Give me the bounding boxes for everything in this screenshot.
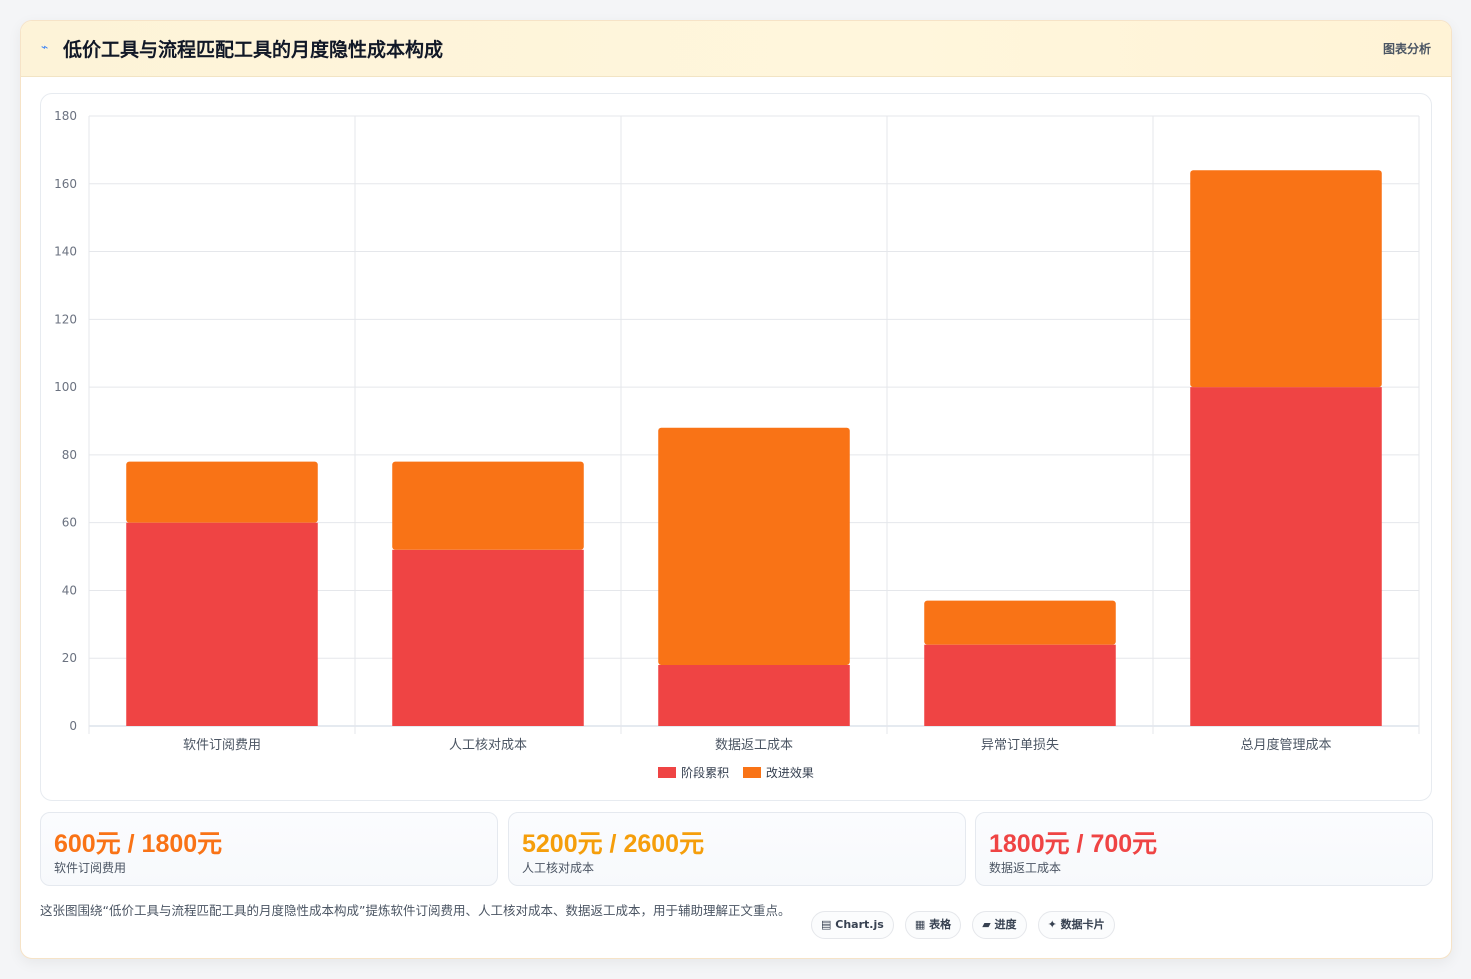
y-tick-label: 100 (54, 380, 77, 394)
legend-swatch (742, 767, 761, 778)
y-tick-label: 160 (54, 177, 77, 191)
stat-label: 数据返工成本 (989, 861, 1062, 875)
stat-value: 5200元 / 2600元 (522, 830, 705, 858)
bar-segment-阶段累积 (924, 644, 1116, 726)
bar-segment-改进效果 (392, 461, 584, 550)
stat-card-rework: 1800元 / 700元 数据返工成本 (975, 812, 1433, 886)
x-tick-label: 软件订阅费用 (183, 738, 261, 753)
stat-value: 600元 / 1800元 (54, 830, 223, 858)
chart-title: 低价工具与流程匹配工具的月度隐性成本构成 (63, 39, 444, 61)
stat-value: 1800元 / 700元 (989, 830, 1158, 858)
y-tick-label: 140 (54, 245, 77, 259)
x-tick-label: 总月度管理成本 (1240, 737, 1331, 753)
header-tag: 图表分析 (1382, 42, 1431, 56)
progress-icon: ▰ (982, 918, 991, 931)
chart-icon: ⌁ (41, 40, 49, 54)
x-tick-label: 异常订单损失 (981, 738, 1059, 753)
chip-progress[interactable]: ▰ 进度 (972, 911, 1027, 939)
sparkle-icon: ✦ (1047, 918, 1057, 931)
y-tick-label: 80 (62, 448, 77, 462)
stacked-bar-chart: 0 20 40 60 80 100 120 140 160 180 软件订阅费用 人工核对成本 数据返工… (54, 109, 1420, 753)
chip-label: Chart.js (835, 918, 884, 931)
chip-chartjs[interactable]: ▤ Chart.js (811, 911, 894, 939)
legend-item-series-0[interactable]: 阶段累积 (658, 764, 729, 781)
legend-label: 改进效果 (765, 766, 814, 780)
x-tick-label: 人工核对成本 (449, 738, 527, 753)
table-icon: ▦ (914, 918, 926, 931)
y-tick-label: 20 (62, 651, 77, 665)
stat-label: 人工核对成本 (522, 861, 595, 875)
bar-segment-阶段累积 (126, 522, 318, 726)
bar-segment-改进效果 (658, 427, 850, 665)
chart-icon: ▤ (821, 918, 832, 931)
stat-label: 软件订阅费用 (54, 861, 127, 875)
legend-label: 阶段累积 (681, 766, 730, 780)
chip-label: 表格 (929, 918, 952, 931)
legend-swatch (658, 767, 677, 778)
bar-segment-阶段累积 (1190, 387, 1382, 726)
stat-card-software: 600元 / 1800元 软件订阅费用 (40, 812, 498, 886)
card-header: ⌁ 低价工具与流程匹配工具的月度隐性成本构成 图表分析 (21, 21, 1451, 77)
bar-segment-改进效果 (1190, 170, 1382, 388)
bar-segment-改进效果 (924, 600, 1116, 645)
chart-legend: 阶段累积 改进效果 (41, 764, 1431, 781)
bar-segment-阶段累积 (658, 665, 850, 726)
chart-area: 0 20 40 60 80 100 120 140 160 180 软件订阅费用 人工核对成本 数据返工… (40, 93, 1432, 801)
y-tick-label: 40 (62, 583, 77, 597)
stat-card-manual: 5200元 / 2600元 人工核对成本 (508, 812, 966, 886)
y-tick-label: 120 (54, 312, 77, 326)
y-tick-label: 60 (62, 516, 77, 530)
chart-footnote: 这张图围绕“低价工具与流程匹配工具的月度隐性成本构成”提炼软件订阅费用、人工核对… (40, 903, 791, 918)
chip-label: 进度 (994, 918, 1017, 931)
bar-segment-改进效果 (126, 461, 318, 523)
y-tick-label: 0 (69, 719, 77, 733)
chip-label: 数据卡片 (1060, 918, 1105, 931)
x-tick-label: 数据返工成本 (715, 738, 793, 753)
tech-chips: ▤ Chart.js ▦ 表格 ▰ 进度 ✦ 数据卡片 (811, 911, 1121, 939)
legend-item-series-1[interactable]: 改进效果 (742, 764, 814, 781)
chip-table[interactable]: ▦ 表格 (904, 911, 962, 939)
chart-card: ⌁ 低价工具与流程匹配工具的月度隐性成本构成 图表分析 0 20 40 60 80 100… (20, 20, 1452, 959)
bar-segment-阶段累积 (392, 549, 584, 726)
chip-data-card[interactable]: ✦ 数据卡片 (1037, 911, 1115, 939)
y-tick-label: 180 (54, 109, 77, 123)
